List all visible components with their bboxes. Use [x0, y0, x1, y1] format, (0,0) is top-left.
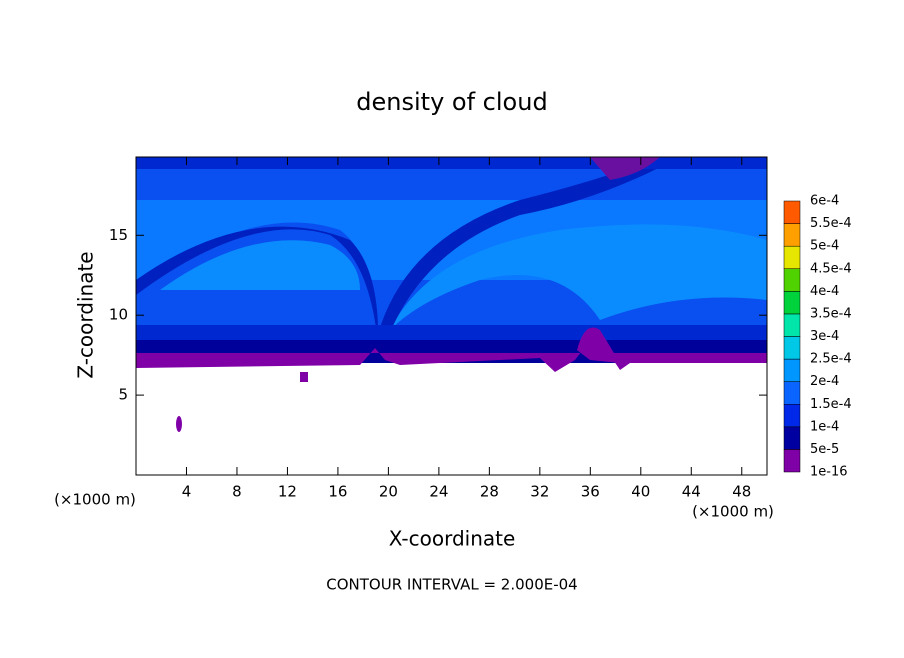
x-unit: (×1000 m) [692, 503, 774, 521]
colorbar-box [783, 268, 801, 292]
field-layer [300, 372, 308, 382]
contour-note: CONTOUR INTERVAL = 2.000E-04 [326, 576, 577, 594]
x-tick-label: 40 [631, 483, 650, 501]
colorbar-label: 2.5e-4 [810, 352, 852, 367]
field-layer [160, 240, 360, 290]
x-tick-label: 36 [581, 483, 600, 501]
colorbar-box [783, 404, 801, 428]
colorbar-label: 1e-16 [810, 465, 848, 480]
x-tick-label: 24 [429, 483, 448, 501]
colorbar-box [783, 223, 801, 247]
colorbar-label: 6e-4 [810, 194, 839, 209]
y-tick-label: 5 [118, 386, 128, 404]
x-tick-label: 16 [328, 483, 347, 501]
contour-field [136, 157, 767, 432]
field-layer [136, 157, 767, 169]
colorbar-label: 4e-4 [810, 284, 839, 299]
y-tick-label: 15 [109, 226, 128, 244]
x-axis-label: X-coordinate [389, 527, 516, 551]
y-tick-label: 10 [109, 306, 128, 324]
colorbar-label: 3.5e-4 [810, 306, 852, 321]
y-axis-label: Z-coordinate [74, 251, 98, 378]
colorbar-box [783, 358, 801, 382]
colorbar-box [783, 336, 801, 360]
colorbar-label: 1e-4 [810, 419, 839, 434]
field-layer [136, 226, 379, 345]
plot-frame [135, 156, 768, 476]
field-layer [136, 340, 767, 372]
colorbar-label: 3e-4 [810, 329, 839, 344]
colorbar-label: 4.5e-4 [810, 261, 852, 276]
colorbar-box [783, 291, 801, 315]
x-tick-label: 28 [480, 483, 499, 501]
colorbar-box [783, 200, 801, 224]
y-unit: (×1000 m) [54, 491, 136, 509]
x-tick-label: 12 [278, 483, 297, 501]
colorbar-label: 1.5e-4 [810, 397, 852, 412]
colorbar-box [783, 245, 801, 270]
colorbar-label: 5.5e-4 [810, 216, 852, 231]
x-tick-label: 44 [682, 483, 701, 501]
x-tick-label: 20 [379, 483, 398, 501]
colorbar-box [783, 426, 801, 450]
field-layer [390, 224, 767, 330]
x-tick-label: 8 [232, 483, 242, 501]
colorbar-label: 5e-4 [810, 239, 839, 254]
field-layer [577, 327, 620, 363]
colorbar-label: 5e-5 [810, 442, 839, 457]
chart-title: density of cloud [356, 88, 547, 116]
x-tick-label: 4 [182, 483, 192, 501]
field-layer [590, 157, 660, 180]
colorbar-label: 2e-4 [810, 374, 839, 389]
colorbar-box [783, 381, 801, 405]
x-tick-label: 32 [530, 483, 549, 501]
x-tick-label: 48 [732, 483, 751, 501]
colorbar-box [783, 313, 801, 337]
field-layer [176, 416, 182, 432]
field-layer [375, 157, 680, 345]
colorbar-box [783, 449, 801, 473]
